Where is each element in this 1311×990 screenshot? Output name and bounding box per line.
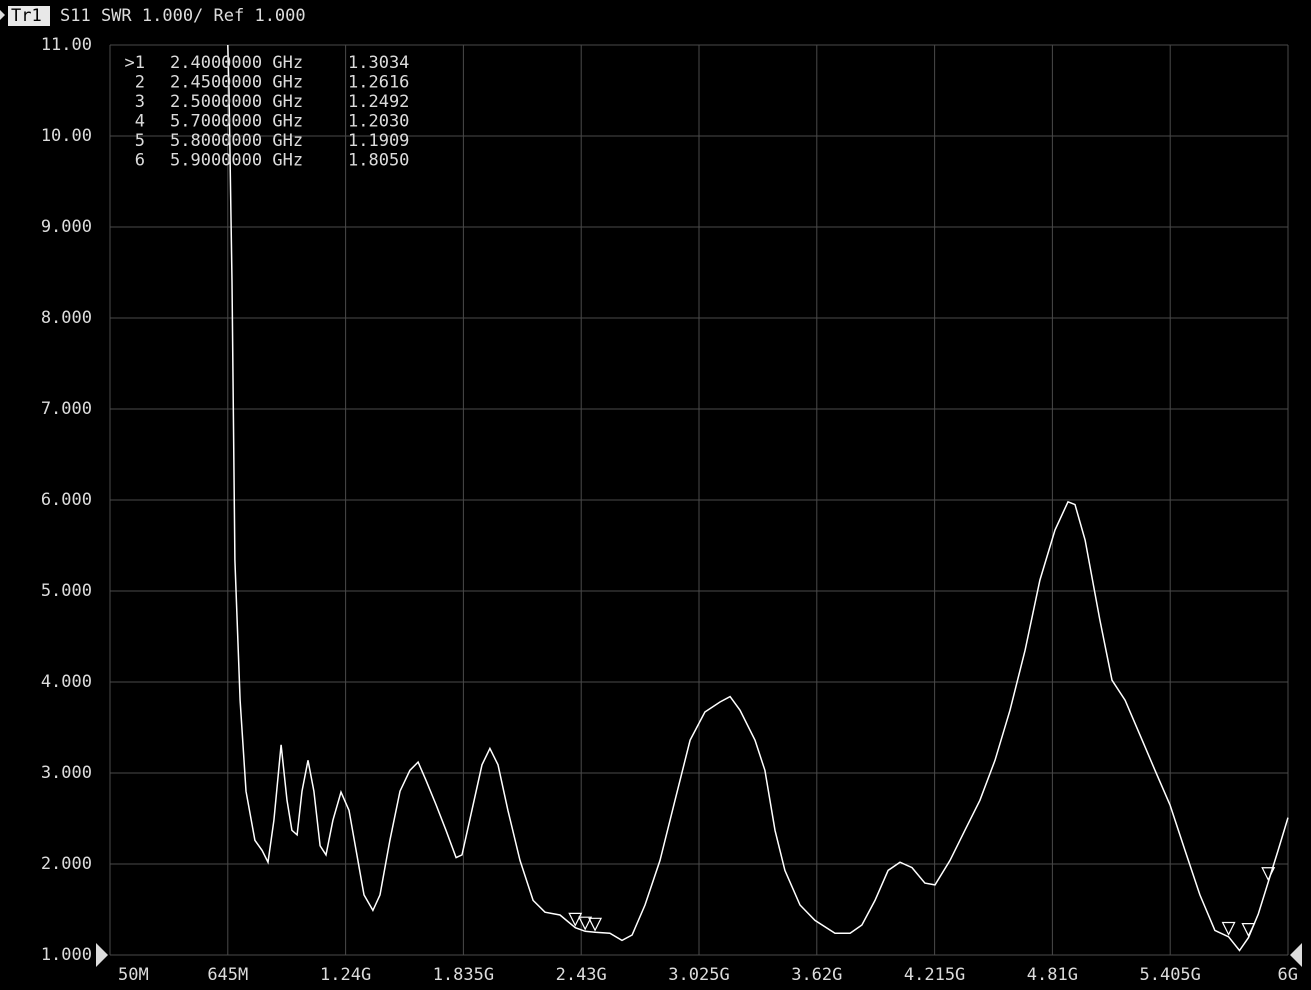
marker-frequency: 2.4500000 GHz xyxy=(170,73,303,93)
marker xyxy=(1241,923,1256,937)
marker xyxy=(588,917,603,932)
trace xyxy=(227,44,1289,952)
marker xyxy=(578,916,593,931)
marker-name: 2 xyxy=(135,73,145,93)
marker-name: 4 xyxy=(135,112,145,132)
ref-right xyxy=(1290,943,1302,967)
marker-frequency: 2.5000000 GHz xyxy=(170,92,303,112)
ref-left xyxy=(96,943,108,967)
marker-frequency: 5.8000000 GHz xyxy=(170,131,303,151)
x-tick-label: 1.835G xyxy=(433,965,494,985)
y-tick-label: 3.000 xyxy=(41,763,92,783)
marker xyxy=(1261,867,1276,882)
marker-name: 5 xyxy=(135,131,145,151)
marker-value: 1.2030 xyxy=(348,112,409,132)
trace-badge xyxy=(8,6,50,26)
marker-frequency: 2.4000000 GHz xyxy=(170,53,303,73)
marker-name: 3 xyxy=(135,92,145,112)
y-tick-label: 11.00 xyxy=(41,35,92,55)
marker-name: >1 xyxy=(125,53,145,73)
x-tick-label: 4.81G xyxy=(1027,965,1078,985)
x-tick-label: 50M xyxy=(118,965,149,985)
x-tick-label: 3.62G xyxy=(791,965,842,985)
x-tick-label: 2.43G xyxy=(556,965,607,985)
marker-name: 6 xyxy=(135,151,145,171)
trace-label: Tr1 xyxy=(11,6,42,26)
marker-frequency: 5.9000000 GHz xyxy=(170,151,303,171)
active-indicator xyxy=(0,10,5,20)
marker-value: 1.8050 xyxy=(348,151,409,171)
y-tick-label: 7.000 xyxy=(41,399,92,419)
y-tick-label: 9.000 xyxy=(41,217,92,237)
x-tick-label: 1.24G xyxy=(320,965,371,985)
y-tick-label: 6.000 xyxy=(41,490,92,510)
marker-value: 1.3034 xyxy=(348,53,409,73)
marker-value: 1.1909 xyxy=(348,131,409,151)
x-tick-label: 5.405G xyxy=(1139,965,1200,985)
y-tick-label: 10.00 xyxy=(41,126,92,146)
y-tick-label: 2.000 xyxy=(41,854,92,874)
y-tick-label: 4.000 xyxy=(41,672,92,692)
marker-value: 1.2492 xyxy=(348,92,409,112)
marker-value: 1.2616 xyxy=(348,73,409,93)
x-tick-label: 4.215G xyxy=(904,965,965,985)
x-tick-label: 3.025G xyxy=(668,965,729,985)
chart-title: S11 SWR 1.000/ Ref 1.000 xyxy=(60,6,306,26)
marker xyxy=(1221,921,1236,936)
y-tick-label: 8.000 xyxy=(41,308,92,328)
marker xyxy=(568,912,583,927)
x-tick-label: 645M xyxy=(207,965,248,985)
y-tick-label: 1.000 xyxy=(41,945,92,965)
x-tick-label: 6G xyxy=(1278,965,1298,985)
marker-frequency: 5.7000000 GHz xyxy=(170,112,303,132)
y-tick-label: 5.000 xyxy=(41,581,92,601)
